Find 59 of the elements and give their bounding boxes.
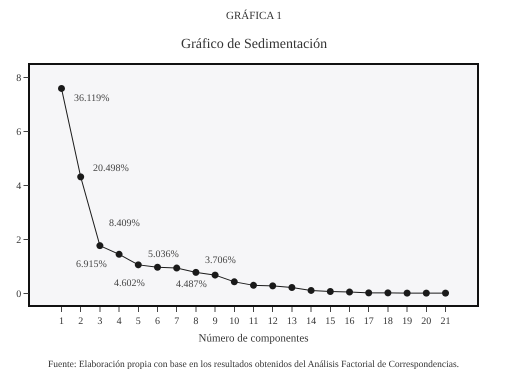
- y-tick-label: 6: [16, 127, 22, 138]
- x-tick-label: 13: [286, 316, 297, 327]
- annotation: 6.915%: [76, 259, 107, 270]
- point: [365, 289, 372, 296]
- x-tick-label: 11: [248, 316, 258, 327]
- point: [77, 173, 84, 180]
- x-tick-label: 16: [344, 316, 355, 327]
- x-tick-label: 4: [116, 316, 122, 327]
- point: [422, 290, 430, 297]
- point: [192, 268, 200, 276]
- annotation: 4.487%: [176, 279, 207, 290]
- x-tick-label: 21: [440, 316, 451, 327]
- point: [58, 84, 65, 92]
- source-note: Fuente: Elaboración propia con base en los resultados obtenidos del Análisis Factorial de Correspondencias.: [48, 360, 460, 370]
- annotation: 5.036%: [148, 249, 179, 260]
- point: [154, 264, 161, 271]
- x-tick-label: 10: [229, 316, 240, 327]
- chart-subtitle: Gráfico de Sedimentación: [181, 37, 328, 52]
- chart-title: GRÁFICA 1: [226, 9, 282, 22]
- y-tick-label: 8: [16, 73, 22, 84]
- point: [404, 290, 411, 297]
- x-tick-label: 3: [97, 316, 102, 327]
- y-tick-label: 2: [16, 234, 22, 246]
- x-tick-label: 5: [136, 316, 141, 327]
- annotation: 20.498%: [93, 163, 129, 174]
- x-tick-label: 19: [402, 316, 412, 327]
- point: [442, 290, 450, 297]
- x-tick-label: 14: [306, 316, 316, 327]
- annotation: 36.119%: [74, 93, 110, 104]
- x-tick-label: 2: [78, 316, 84, 327]
- x-tick-label: 12: [268, 316, 278, 327]
- point: [250, 282, 257, 289]
- x-tick-label: 18: [382, 316, 393, 327]
- point: [173, 264, 180, 272]
- x-tick-label: 1: [58, 316, 64, 327]
- point: [308, 286, 315, 294]
- x-tick-label: 6: [154, 316, 160, 327]
- annotation: 3.706%: [205, 255, 236, 266]
- y-tick-label: 4: [16, 181, 22, 192]
- point: [134, 261, 142, 268]
- x-tick-label: 17: [364, 316, 374, 327]
- point: [212, 272, 219, 279]
- x-tick-label: 9: [212, 316, 218, 327]
- x-axis-title: Número de componentes: [198, 332, 308, 344]
- annotation: 4.602%: [114, 278, 145, 289]
- point: [116, 250, 123, 258]
- point: [96, 242, 104, 250]
- point: [230, 278, 238, 286]
- x-tick-label: 20: [421, 316, 432, 327]
- x-tick-label: 7: [174, 316, 180, 327]
- point: [269, 282, 276, 290]
- point: [326, 288, 334, 296]
- point: [384, 289, 392, 296]
- point: [346, 288, 354, 296]
- x-tick-label: 15: [325, 316, 336, 327]
- x-tick-label: 8: [193, 316, 198, 327]
- y-tick-label: 0: [16, 288, 22, 300]
- annotation: 8.409%: [109, 218, 140, 229]
- point: [288, 284, 296, 291]
